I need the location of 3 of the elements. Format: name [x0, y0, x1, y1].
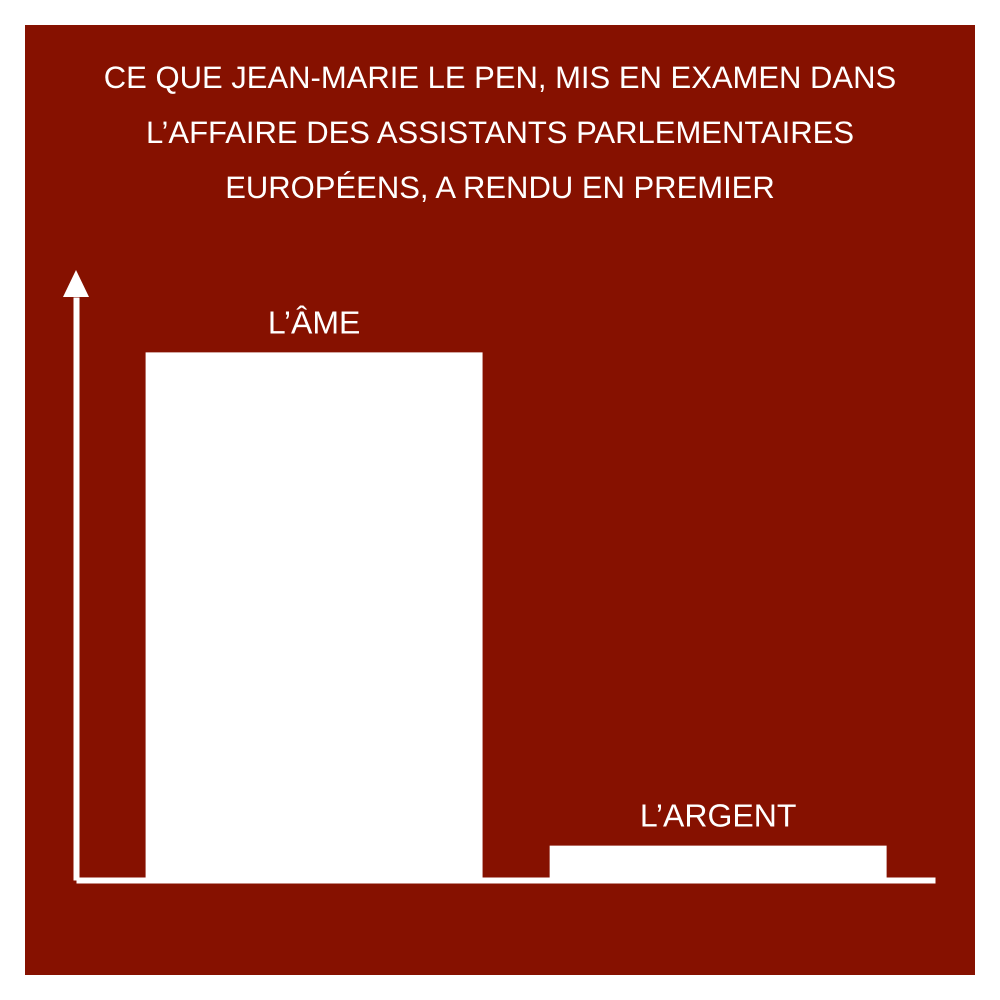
x-tick-label: L’ARGENT — [640, 798, 796, 834]
x-tick-label: L’ÂME — [268, 304, 360, 340]
chart-title: CE QUE JEAN-MARIE LE PEN, MIS EN EXAMEN DANS L’AFFAIRE DES ASSISTANTS PARLEMENTAIRES EUROPÉENS, A RENDU EN PREMIER — [102, 59, 898, 207]
